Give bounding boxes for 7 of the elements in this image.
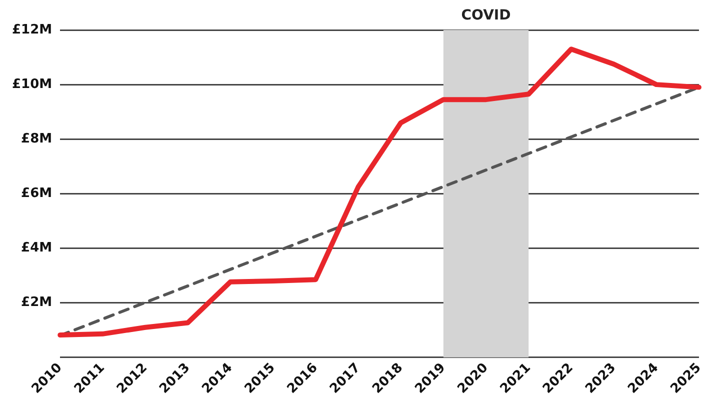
y-tick-label: £6M: [21, 186, 52, 202]
y-tick-label: £4M: [21, 240, 52, 256]
y-tick-label: £12M: [12, 22, 52, 38]
y-tick-label: £2M: [21, 295, 52, 310]
band-label: COVID: [461, 8, 511, 24]
y-tick-label: £10M: [12, 76, 52, 92]
y-tick-label: £8M: [21, 132, 52, 147]
